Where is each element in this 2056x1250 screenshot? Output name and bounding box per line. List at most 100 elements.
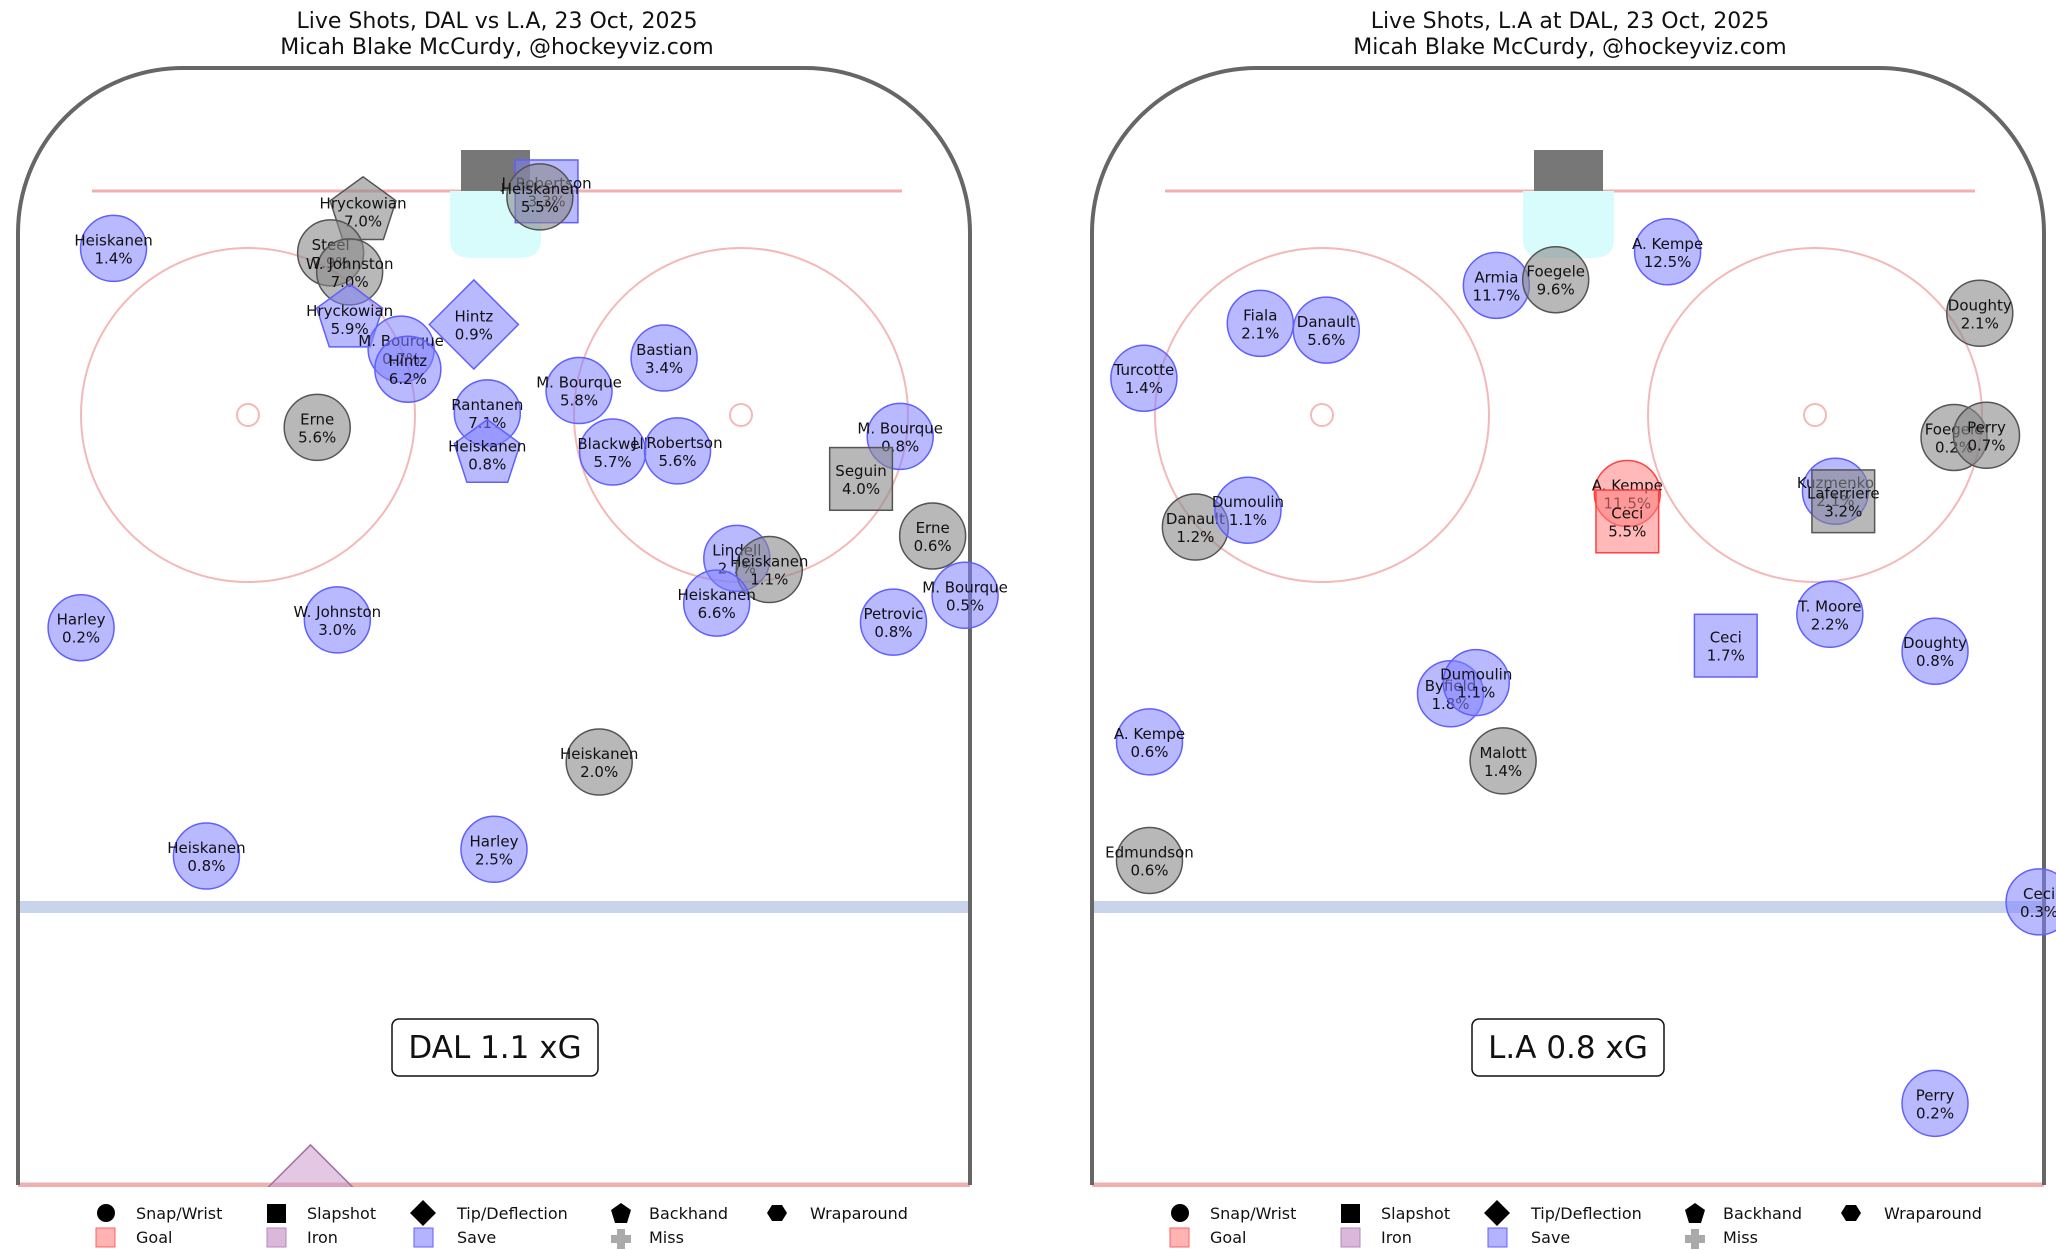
- legend-label: Goal: [136, 1228, 172, 1247]
- shot-player-label: A. Kempe: [1114, 725, 1185, 743]
- legend-marker-circle: [1171, 1204, 1189, 1222]
- shot-shape-wrist: [735, 535, 804, 604]
- shot-shape-backhand: [453, 418, 522, 484]
- shot-xg-label: 5.6%: [1307, 331, 1345, 349]
- legend-label: Save: [1531, 1228, 1570, 1247]
- shot-player-label: Heiskanen: [448, 437, 526, 455]
- shot-xg-label: 5.7%: [594, 453, 632, 471]
- shot-xg-label: 0.8%: [874, 623, 912, 641]
- legend-marker-pentagon: [1685, 1203, 1705, 1223]
- shot-player-label: Hintz: [388, 352, 427, 370]
- legend-label: Backhand: [1723, 1204, 1802, 1223]
- shot-xg-label: 1.4%: [1484, 762, 1522, 780]
- shot-player-label: Heiskanen: [74, 231, 152, 249]
- shot-xg-label: 9.6%: [1537, 281, 1575, 299]
- shot-player-label: Perry: [1967, 418, 2006, 436]
- legend-backhand: Backhand: [1685, 1203, 1802, 1223]
- xg-total-label: L.A 0.8 xG: [1488, 1030, 1648, 1066]
- legend-label: Snap/Wrist: [136, 1204, 222, 1223]
- legend-label: Tip/Deflection: [1530, 1204, 1642, 1223]
- shot-xg-label: 3.4%: [645, 359, 683, 377]
- legend-save: Save: [413, 1227, 496, 1248]
- shot-player-label: M. Bourque: [922, 578, 1008, 596]
- legend-label: Wraparound: [810, 1204, 908, 1223]
- shot-shape-wrist: [859, 588, 928, 656]
- la-shot-panel: Live Shots, L.A at DAL, 23 Oct, 2025 Mic…: [1090, 9, 2056, 1188]
- legend-swatch-goal: [1169, 1227, 1190, 1248]
- shot-player-label: W. Johnston: [294, 603, 382, 621]
- rink-boards: [1090, 66, 2046, 1185]
- shot-player-label: Seguin: [835, 462, 886, 480]
- shot-player-label: M. Bourque: [536, 374, 622, 392]
- shot-xg-label: 4.0%: [842, 480, 880, 498]
- shot-shape-wrist: [1952, 401, 2021, 470]
- shot-xg-label: 3.0%: [318, 621, 356, 639]
- shot-xg-label: 5.5%: [521, 198, 559, 216]
- rink-diagram: [1090, 66, 2046, 1188]
- legend-tip-deflection: Tip/Deflection: [1484, 1200, 1642, 1226]
- goal-net: [1534, 150, 1603, 191]
- shot-xg-label: 0.5%: [946, 596, 984, 614]
- legend-label: Miss: [649, 1228, 684, 1247]
- legend-label: Iron: [307, 1228, 338, 1247]
- shot-shape-wrist: [643, 417, 712, 485]
- legend-slapshot: Slapshot: [267, 1204, 376, 1223]
- faceoff-circle-left: [1154, 247, 1490, 583]
- legend-label: Slapshot: [307, 1204, 376, 1223]
- shot-shape-wrist: [1469, 727, 1537, 795]
- shot-xg-label: 3.2%: [1824, 502, 1862, 520]
- chart-title: Live Shots, L.A at DAL, 23 Oct, 2025: [1371, 9, 1770, 34]
- xg-total-box: DAL 1.1 xG: [391, 1018, 599, 1077]
- shot-xg-label: 0.6%: [1130, 743, 1168, 761]
- legend-background: [0, 1187, 2056, 1250]
- legend-label: Snap/Wrist: [1210, 1204, 1296, 1223]
- legend-iron: Iron: [266, 1227, 338, 1248]
- chart-subtitle: Micah Blake McCurdy, @hockeyviz.com: [1353, 35, 1786, 60]
- shot-shape-wrist: [47, 593, 115, 662]
- legend-label: Save: [457, 1228, 496, 1247]
- shot-xg-label: 0.9%: [455, 325, 493, 343]
- shot-player-label: Bastian: [636, 341, 692, 359]
- shot-xg-label: 2.1%: [1961, 314, 1999, 332]
- shot-player-label: Heiskanen: [678, 586, 756, 604]
- legend-marker-diamond: [1484, 1200, 1510, 1226]
- xg-total-frame: [1471, 1018, 1665, 1077]
- legend-miss: Miss: [1685, 1228, 1758, 1249]
- shot-shape-wrist: [1946, 279, 2014, 348]
- shot-player-label: Perry: [1916, 1086, 1955, 1104]
- faceoff-dot-right: [729, 403, 753, 427]
- legend-marker-pentagon: [611, 1203, 631, 1223]
- shot-player-label: Blackwell: [577, 435, 647, 453]
- shot-shape-wrist: [172, 822, 241, 890]
- shot-player-label: Erne: [916, 519, 950, 537]
- legend-wraparound: Wraparound: [767, 1204, 908, 1223]
- legend-snap-wrist: Snap/Wrist: [1171, 1204, 1296, 1223]
- shot-player-label: Doughty: [1903, 634, 1967, 652]
- shot-shape-slapshot: [1811, 469, 1876, 534]
- legend-swatch-save: [1487, 1227, 1508, 1248]
- shot-shape-wrist: [1521, 245, 1590, 314]
- shot-shape-wrist: [1901, 1069, 1969, 1138]
- shot-xg-label: 1.7%: [1707, 647, 1745, 665]
- shot-xg-label: 1.1%: [1229, 511, 1267, 529]
- legend-label: Iron: [1381, 1228, 1412, 1247]
- shot-xg-label: 0.8%: [468, 455, 506, 473]
- legend-marker-cross: [611, 1229, 631, 1249]
- shot-player-label: Danault: [1297, 313, 1356, 331]
- legend-swatch-save: [413, 1227, 434, 1248]
- shot-xg-label: 7.0%: [331, 273, 369, 291]
